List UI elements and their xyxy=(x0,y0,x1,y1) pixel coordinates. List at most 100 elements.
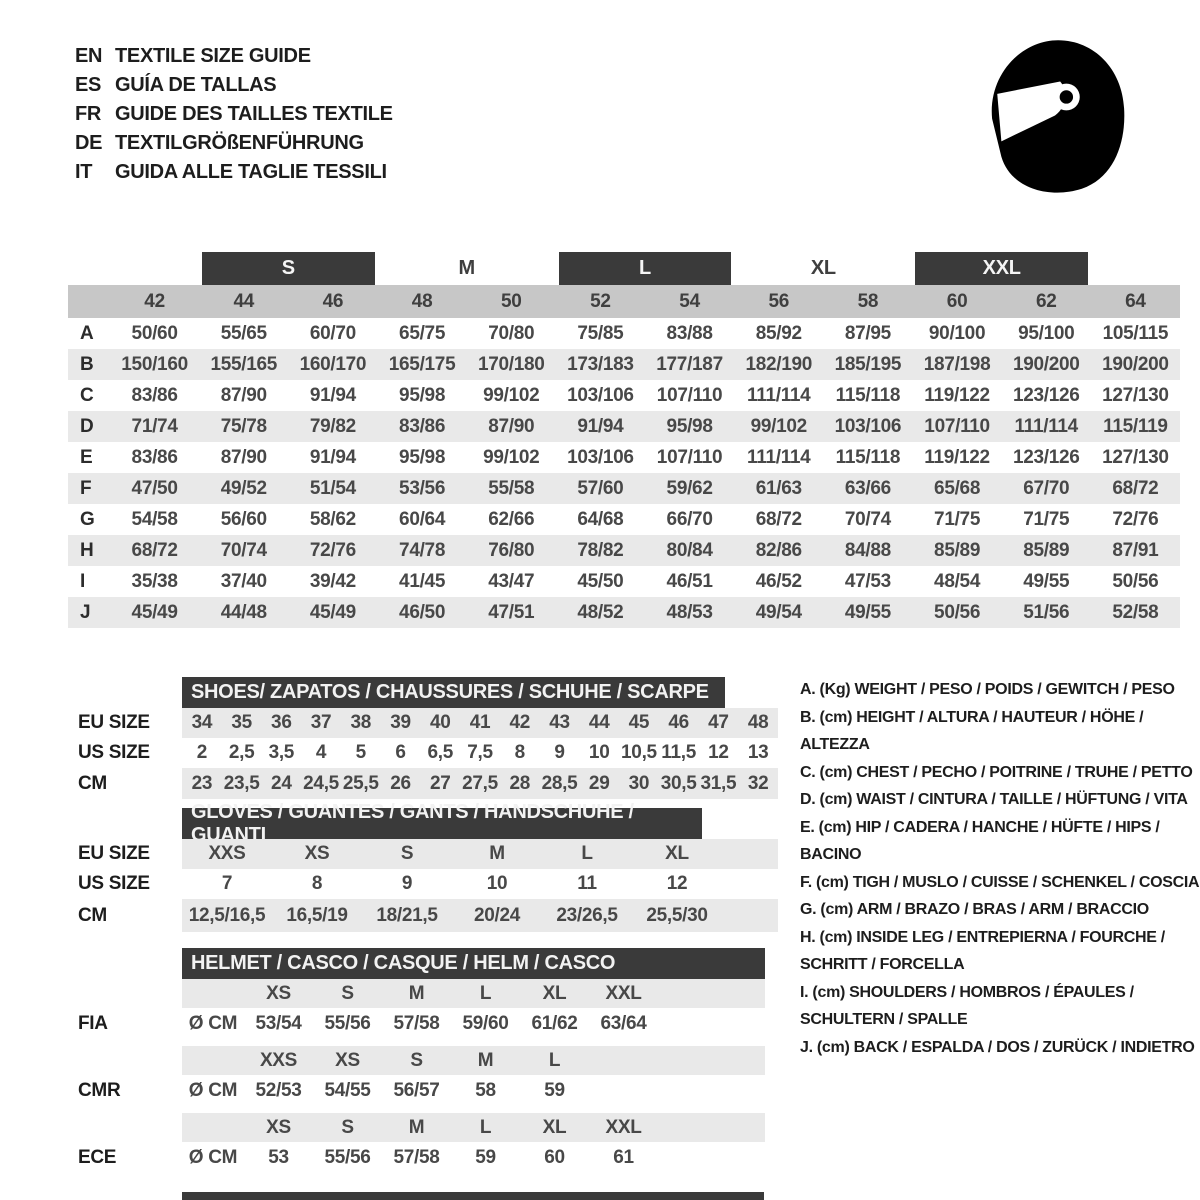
value-cell: 12 xyxy=(666,873,688,894)
table-cell: 150/160 xyxy=(121,353,188,375)
table-cell: 45/49 xyxy=(131,601,178,623)
table-cell: 72/76 xyxy=(1112,508,1159,530)
table-cell: 103/106 xyxy=(567,446,634,468)
value-cell: 59/60 xyxy=(462,1013,509,1034)
value-cell: 10 xyxy=(486,873,508,894)
value-cell: 24,5 xyxy=(303,772,339,794)
language-row: FR GUIDE DES TAILLES TEXTILE xyxy=(75,100,393,129)
table-cell: 45/50 xyxy=(577,570,624,592)
value-cell: 11 xyxy=(577,873,597,894)
standard-label: CMR xyxy=(78,1080,121,1101)
table-cell: 49/55 xyxy=(844,601,891,623)
table-row: F 47/50 49/52 51/54 53/56 55/58 57/60 59/62 61/6… xyxy=(68,473,1180,504)
table-cell: 50/60 xyxy=(131,322,178,344)
value-cell: 34 xyxy=(191,712,213,733)
cropped-section-bar xyxy=(182,1192,764,1200)
table-cell: 190/200 xyxy=(1012,353,1080,375)
value-cell: 30 xyxy=(628,772,650,794)
table-cell: 50/56 xyxy=(1112,570,1159,592)
value-cell: 32 xyxy=(747,772,769,794)
value-cell: 52/53 xyxy=(255,1080,302,1101)
main-rows: A 50/60 55/65 60/70 65/75 70/80 75/85 83/88 85/9… xyxy=(68,318,1180,628)
row-label: CM xyxy=(78,904,107,926)
value-cell: 5 xyxy=(355,742,367,763)
value-cell: 7,5 xyxy=(467,742,493,763)
table-cell: 79/82 xyxy=(309,415,356,437)
size-label-s: S xyxy=(202,252,375,285)
table-cell: 70/80 xyxy=(488,322,535,344)
table-cell: 90/100 xyxy=(928,322,986,344)
value-cell: XL xyxy=(665,843,689,864)
table-cell: 75/78 xyxy=(220,415,267,437)
table-cell: 45/49 xyxy=(309,601,356,623)
table-cell: 71/74 xyxy=(131,415,178,437)
size-cell: S xyxy=(341,1116,354,1138)
gloves-rows: EU SIZE XXS XS S M L XL US SIZE 7 8 9 10 11 12 CM 12,5/… xyxy=(0,839,1200,932)
value-cell: 58 xyxy=(475,1080,496,1101)
table-cell: 53/56 xyxy=(399,477,446,499)
table-cell: 55/65 xyxy=(220,322,267,344)
column-header: 62 xyxy=(1035,290,1057,312)
value-cell: 47 xyxy=(708,712,729,733)
table-cell: 119/122 xyxy=(924,384,990,406)
row-label: CM xyxy=(78,772,107,794)
size-cell: M xyxy=(408,982,425,1004)
standard-label: FIA xyxy=(78,1013,108,1034)
column-header: 58 xyxy=(857,290,879,312)
value-cell: 38 xyxy=(350,712,372,733)
value-cell: 11,5 xyxy=(661,742,697,763)
table-row: G 54/58 56/60 58/62 60/64 62/66 64/68 66/70 68/7… xyxy=(68,504,1180,535)
legend-item: J. (cm) BACK / ESPALDA / DOS / ZURÜCK / … xyxy=(800,1038,1195,1056)
value-cell: 30,5 xyxy=(660,772,697,794)
size-cell: L xyxy=(479,982,492,1004)
value-cell: 13 xyxy=(747,742,769,763)
value-cell: 18/21,5 xyxy=(376,904,438,926)
value-cell: 41 xyxy=(469,712,491,733)
helmet-size-row: XS S M L XL XXL xyxy=(0,979,1200,1008)
value-band: Ø CM 53 55/56 57/58 59 60 61 xyxy=(182,1142,765,1174)
row-label: EU SIZE xyxy=(78,712,150,733)
table-cell: 127/130 xyxy=(1102,446,1169,468)
table-cell: 87/90 xyxy=(488,415,535,437)
size-cell: S xyxy=(410,1049,423,1071)
value-cell: 28,5 xyxy=(541,772,578,794)
helmet-value-row: CMR Ø CM 52/53 54/55 56/57 58 59 xyxy=(0,1075,1200,1107)
size-cell: XS xyxy=(335,1049,360,1071)
value-band: Ø CM 53/54 55/56 57/58 59/60 61/62 63/64 xyxy=(182,1008,765,1040)
value-cell: 2 xyxy=(196,742,208,763)
value-cell: 57/58 xyxy=(393,1013,440,1034)
column-header: 60 xyxy=(946,290,968,312)
table-cell: 49/54 xyxy=(755,601,802,623)
table-cell: 160/170 xyxy=(299,353,367,375)
value-cell: 60 xyxy=(544,1147,565,1168)
table-row: D 71/74 75/78 79/82 83/86 87/90 91/94 95/98 99/1… xyxy=(68,411,1180,442)
table-cell: 83/86 xyxy=(131,384,178,406)
legend-item: A. (Kg) WEIGHT / PESO / POIDS / GEWITCH … xyxy=(800,681,1175,698)
row-label: C xyxy=(80,384,94,406)
value-cell: 54/55 xyxy=(324,1080,371,1101)
table-cell: 83/88 xyxy=(666,322,713,344)
value-cell: 57/58 xyxy=(393,1147,440,1168)
size-label-l: L xyxy=(558,252,732,285)
size-band: XXS XS S M L xyxy=(182,1046,765,1075)
size-cell: XL xyxy=(542,982,567,1004)
value-cell: 9 xyxy=(401,873,413,894)
size-cell: XXL xyxy=(605,982,642,1004)
value-cell: 45 xyxy=(628,712,650,733)
row-label: J xyxy=(80,601,91,623)
table-cell: 65/75 xyxy=(399,322,446,344)
table-cell: 105/115 xyxy=(1102,322,1169,344)
helmet-value-row: ECE Ø CM 53 55/56 57/58 59 60 61 xyxy=(0,1142,1200,1174)
table-cell: 47/53 xyxy=(844,570,891,592)
value-cell: 48 xyxy=(747,712,769,733)
size-label-xl: XL xyxy=(810,257,836,279)
value-cell: XS xyxy=(304,843,330,864)
table-row: B 150/160 155/165 160/170 165/175 170/180 173/… xyxy=(68,349,1180,380)
table-cell: 185/195 xyxy=(834,353,902,375)
table-cell: 46/50 xyxy=(399,601,446,623)
value-cell: 25,5 xyxy=(342,772,379,794)
value-cell: 16,5/19 xyxy=(286,904,348,926)
language-code: EN xyxy=(75,45,103,67)
guide-title: GUIDA ALLE TAGLIE TESSILI xyxy=(115,161,387,183)
language-row: ES GUÍA DE TALLAS xyxy=(75,71,393,100)
